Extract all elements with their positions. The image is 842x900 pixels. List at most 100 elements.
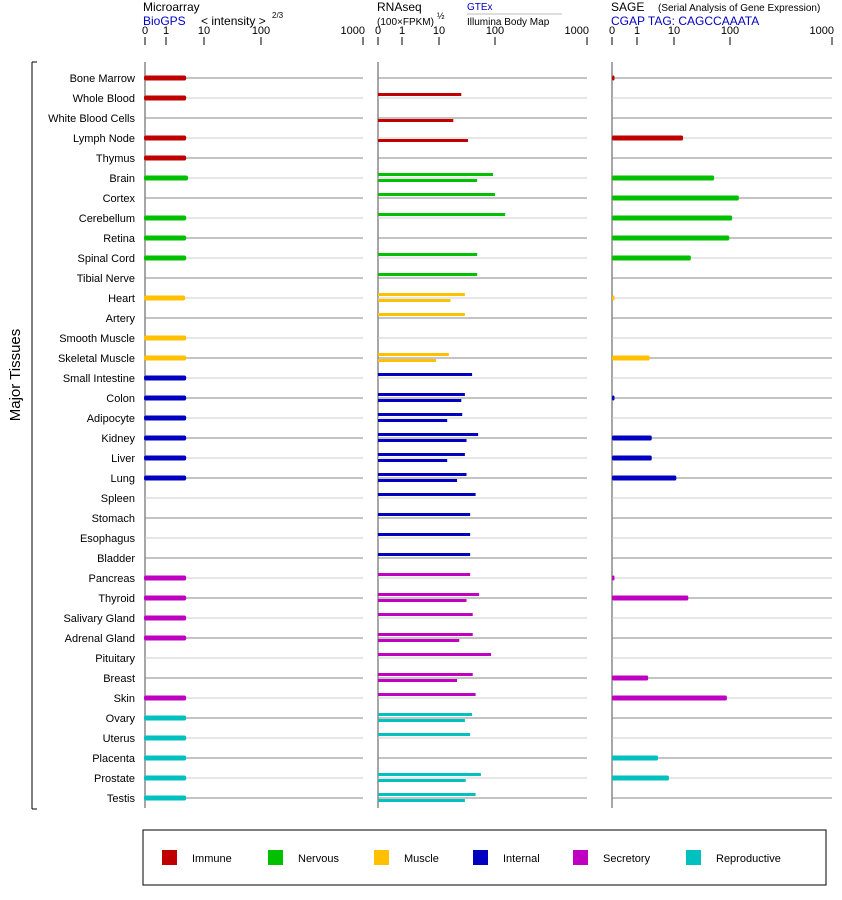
tissue-label: Brain	[109, 173, 135, 185]
sage-bar	[612, 255, 691, 261]
tissue-label: Skeletal Muscle	[58, 353, 135, 365]
tissue-label: Tibial Nerve	[77, 273, 135, 285]
legend-label-reproductive: Reproductive	[716, 853, 781, 865]
sage-bar	[612, 695, 727, 701]
microarray-bar	[144, 795, 187, 801]
microarray-bar	[144, 595, 187, 601]
sage-tick-label: 1	[634, 25, 640, 37]
gtex-bar	[378, 713, 473, 716]
sage-bar	[612, 595, 689, 601]
tissue-label: Bladder	[97, 553, 135, 565]
rnaseq-tick-label: 10	[433, 25, 445, 37]
microarray-bar	[144, 775, 187, 781]
gtex-bar	[378, 613, 473, 616]
cgap-tag-link[interactable]: CGAP TAG: CAGCCAAATA	[611, 14, 759, 28]
illumina-bar	[378, 399, 462, 402]
tissue-label: Breast	[103, 673, 135, 685]
sage-bar	[612, 435, 652, 441]
micro-tick-label: 10	[198, 25, 210, 37]
gtex-bar	[378, 473, 467, 476]
gtex-link[interactable]: GTEx	[467, 2, 493, 13]
microarray-bar	[144, 235, 187, 241]
tissue-label: Smooth Muscle	[59, 333, 135, 345]
legend-swatch-muscle	[374, 850, 389, 865]
gtex-bar	[378, 553, 471, 556]
tissue-label: Spinal Cord	[78, 253, 135, 265]
gtex-bar	[378, 213, 506, 216]
micro-tick-label: 1	[163, 25, 169, 37]
gtex-bar	[378, 653, 492, 656]
sage-tick-label: 1000	[810, 25, 834, 37]
tissue-label: Colon	[106, 393, 135, 405]
tissue-label: Whole Blood	[73, 93, 135, 105]
tissue-label: Lung	[111, 473, 135, 485]
sage-bar	[612, 675, 649, 681]
illumina-bar	[378, 799, 465, 802]
gtex-bar	[378, 373, 473, 376]
gtex-bar	[378, 793, 476, 796]
tissue-label: Stomach	[92, 513, 135, 525]
biogps-link[interactable]: BioGPS	[143, 14, 186, 28]
illumina-bar	[378, 139, 469, 142]
gtex-bar	[378, 433, 479, 436]
tissue-label: Heart	[108, 293, 135, 305]
sage-tick-label: 10	[668, 25, 680, 37]
microarray-bar	[144, 175, 189, 181]
microarray-bar	[144, 435, 187, 441]
gtex-bar	[378, 773, 481, 776]
sage-tick-label: 100	[721, 25, 739, 37]
illumina-bar	[378, 459, 448, 462]
legend-label-secretory: Secretory	[603, 853, 651, 865]
gtex-bar	[378, 273, 478, 276]
tissue-label: Adipocyte	[87, 413, 135, 425]
sage-bar	[612, 575, 615, 581]
tissue-label: Prostate	[94, 773, 135, 785]
tissue-label: Placenta	[92, 753, 136, 765]
gtex-bar	[378, 313, 465, 316]
rnaseq-scale-exponent: ½	[437, 11, 445, 21]
rnaseq-tick-label: 1000	[565, 25, 589, 37]
illumina-bar	[378, 639, 460, 642]
gtex-bar	[378, 693, 476, 696]
rnaseq-tick-label: 0	[375, 25, 381, 37]
gtex-bar	[378, 673, 473, 676]
tissue-label: Pituitary	[95, 653, 135, 665]
tissue-label: Kidney	[101, 433, 135, 445]
legend-label-nervous: Nervous	[298, 853, 339, 865]
legend-swatch-secretory	[573, 850, 588, 865]
sage-bar	[612, 475, 677, 481]
legend-swatch-reproductive	[686, 850, 701, 865]
illumina-bar	[378, 119, 454, 122]
tissue-label: Testis	[107, 793, 136, 805]
microarray-bar	[144, 735, 187, 741]
microarray-bar	[144, 335, 187, 341]
sage-title: SAGE	[611, 0, 644, 14]
tissue-label: White Blood Cells	[48, 113, 135, 125]
tissue-label: Salivary Gland	[63, 613, 135, 625]
sage-bar	[612, 455, 652, 461]
sage-bar	[612, 135, 684, 141]
tissue-label: Thyroid	[98, 593, 135, 605]
microarray-bar	[144, 375, 187, 381]
tissue-label: Thymus	[96, 153, 136, 165]
gtex-bar	[378, 493, 476, 496]
microarray-bar	[144, 415, 187, 421]
sage-bar	[612, 175, 715, 181]
microarray-scale-label: < intensity >	[201, 14, 266, 28]
gtex-bar	[378, 593, 480, 596]
illumina-bar	[378, 299, 451, 302]
microarray-bar	[144, 395, 187, 401]
illumina-bar	[378, 419, 448, 422]
tissue-label: Cerebellum	[79, 213, 135, 225]
gtex-bar	[378, 93, 462, 96]
sage-tick-label: 0	[609, 25, 615, 37]
legend-label-immune: Immune	[192, 853, 232, 865]
sage-bar	[612, 195, 739, 201]
gtex-bar	[378, 193, 495, 196]
illumina-bar	[378, 719, 465, 722]
tissue-label: Skin	[114, 693, 135, 705]
gtex-bar	[378, 253, 478, 256]
rnaseq-tick-label: 100	[486, 25, 504, 37]
tissue-label: Pancreas	[89, 573, 136, 585]
sage-subtitle: (Serial Analysis of Gene Expression)	[658, 3, 820, 14]
